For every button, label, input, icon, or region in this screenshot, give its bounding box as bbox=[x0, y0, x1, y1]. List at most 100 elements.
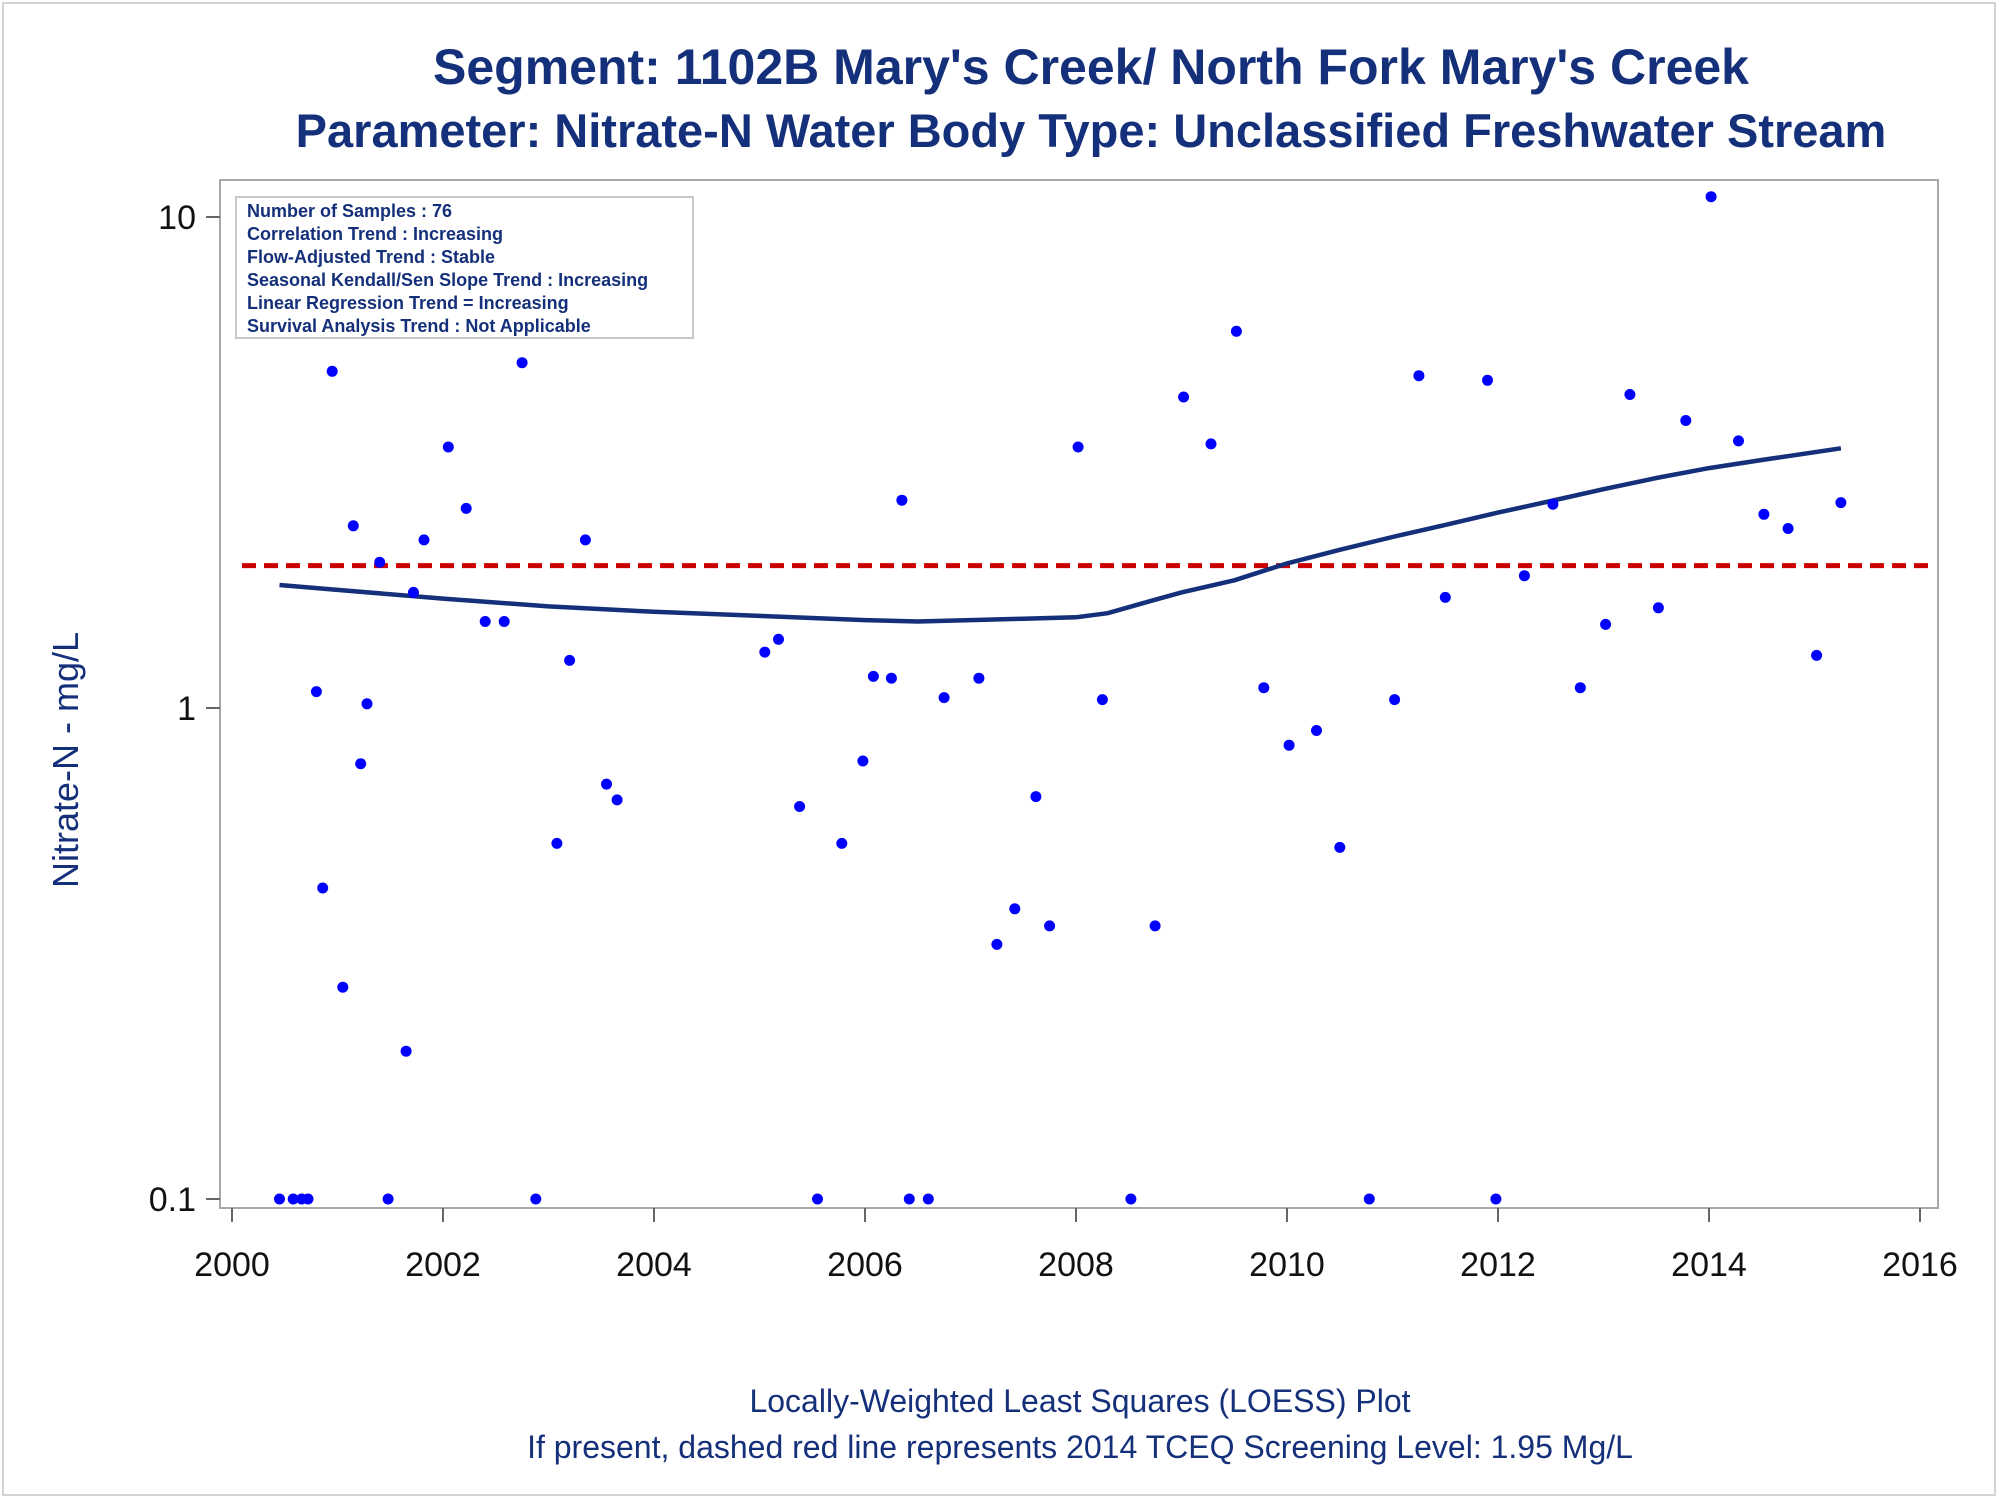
data-point bbox=[1283, 739, 1295, 751]
data-point bbox=[1518, 570, 1530, 582]
data-point bbox=[1413, 370, 1425, 382]
data-point bbox=[1389, 694, 1401, 706]
data-point bbox=[1096, 694, 1108, 706]
data-point bbox=[442, 441, 454, 453]
y-tick-label: 1 bbox=[177, 690, 196, 728]
data-point bbox=[1733, 435, 1744, 447]
stats-line: Seasonal Kendall/Sen Slope Trend : Incre… bbox=[247, 270, 648, 290]
data-point bbox=[1600, 618, 1612, 630]
data-point bbox=[903, 1193, 915, 1205]
data-point bbox=[326, 365, 338, 377]
data-point bbox=[1652, 602, 1664, 614]
data-point bbox=[1258, 682, 1270, 694]
data-point bbox=[374, 556, 386, 568]
x-tick-label: 2014 bbox=[1671, 1246, 1747, 1284]
data-point bbox=[938, 692, 950, 704]
data-point bbox=[382, 1193, 394, 1205]
data-point bbox=[460, 502, 472, 514]
data-point bbox=[317, 882, 329, 894]
data-point bbox=[551, 837, 563, 849]
data-point bbox=[1758, 508, 1770, 520]
data-point bbox=[896, 494, 908, 506]
data-point bbox=[337, 981, 349, 993]
data-point bbox=[1363, 1193, 1375, 1205]
data-point bbox=[274, 1193, 285, 1205]
data-point bbox=[302, 1193, 314, 1205]
data-point bbox=[773, 633, 784, 645]
data-point bbox=[836, 837, 848, 849]
data-point bbox=[1072, 441, 1084, 453]
data-point bbox=[408, 586, 419, 598]
data-point bbox=[516, 357, 528, 369]
data-point bbox=[1705, 191, 1717, 203]
chart-subtitle: Parameter: Nitrate-N Water Body Type: Un… bbox=[296, 104, 1887, 157]
data-point bbox=[287, 1193, 299, 1205]
data-point bbox=[361, 698, 373, 710]
data-point bbox=[355, 758, 367, 770]
data-point bbox=[479, 616, 491, 627]
data-point bbox=[1009, 903, 1021, 915]
data-point bbox=[794, 801, 806, 812]
loess-layer bbox=[279, 446, 1842, 624]
x-tick-label: 2016 bbox=[1882, 1246, 1958, 1284]
stats-box-border bbox=[235, 196, 694, 339]
data-point bbox=[1205, 438, 1217, 450]
footnote-screening: If present, dashed red line represents 2… bbox=[527, 1429, 1633, 1465]
stats-line: Correlation Trend : Increasing bbox=[247, 224, 503, 244]
data-point bbox=[1835, 497, 1847, 509]
stats-line: Survival Analysis Trend : Not Applicable bbox=[247, 316, 591, 336]
data-point bbox=[812, 1193, 823, 1205]
x-tick-label: 2002 bbox=[405, 1246, 481, 1284]
data-point bbox=[579, 534, 591, 546]
data-point bbox=[885, 672, 897, 684]
data-point bbox=[922, 1193, 934, 1205]
plot-area bbox=[219, 179, 1939, 1209]
data-point bbox=[1811, 649, 1823, 661]
data-point bbox=[400, 1045, 412, 1057]
data-point bbox=[1439, 591, 1451, 603]
x-tick-label: 2012 bbox=[1460, 1246, 1536, 1284]
x-tick-label: 2008 bbox=[1038, 1246, 1114, 1284]
stats-box: Number of Samples : 76 Correlation Trend… bbox=[235, 196, 694, 339]
y-tick-label: 10 bbox=[158, 199, 196, 237]
stats-line: Linear Regression Trend = Increasing bbox=[247, 293, 569, 313]
data-point bbox=[759, 646, 771, 658]
data-point bbox=[498, 616, 510, 627]
x-tick-label: 2006 bbox=[827, 1246, 903, 1284]
data-point bbox=[1044, 920, 1056, 932]
data-point bbox=[1030, 791, 1042, 803]
data-point bbox=[347, 520, 359, 532]
data-point bbox=[1574, 682, 1586, 694]
data-point bbox=[1125, 1193, 1137, 1205]
data-point bbox=[601, 778, 612, 790]
data-point bbox=[611, 794, 623, 806]
data-point bbox=[310, 686, 322, 698]
data-point bbox=[1178, 391, 1190, 403]
data-point bbox=[1311, 725, 1322, 736]
stats-line: Flow-Adjusted Trend : Stable bbox=[247, 247, 495, 267]
x-tick-label: 2004 bbox=[616, 1246, 692, 1284]
data-point bbox=[1334, 841, 1346, 853]
data-point bbox=[1624, 389, 1636, 400]
x-tick-label: 2000 bbox=[194, 1246, 270, 1284]
data-point bbox=[1547, 498, 1559, 510]
data-point bbox=[418, 534, 430, 546]
points-layer bbox=[274, 191, 1847, 1205]
y-tick-label: 0.1 bbox=[149, 1181, 196, 1219]
data-point bbox=[1490, 1193, 1502, 1205]
data-point bbox=[1230, 325, 1242, 337]
stats-line: Number of Samples : 76 bbox=[247, 201, 452, 221]
footnote-loess: Locally-Weighted Least Squares (LOESS) P… bbox=[749, 1383, 1410, 1419]
data-point bbox=[1782, 523, 1794, 534]
data-point bbox=[1482, 374, 1493, 386]
y-axis-label: Nitrate-N - mg/L bbox=[45, 632, 86, 888]
data-point bbox=[564, 654, 576, 666]
data-point bbox=[991, 938, 1003, 950]
data-point bbox=[857, 755, 869, 767]
data-point bbox=[973, 672, 985, 684]
x-tick-label: 2010 bbox=[1249, 1246, 1325, 1284]
chart-title: Segment: 1102B Mary's Creek/ North Fork … bbox=[433, 39, 1749, 95]
loess-trend-line bbox=[279, 446, 1842, 624]
data-point bbox=[530, 1193, 542, 1205]
